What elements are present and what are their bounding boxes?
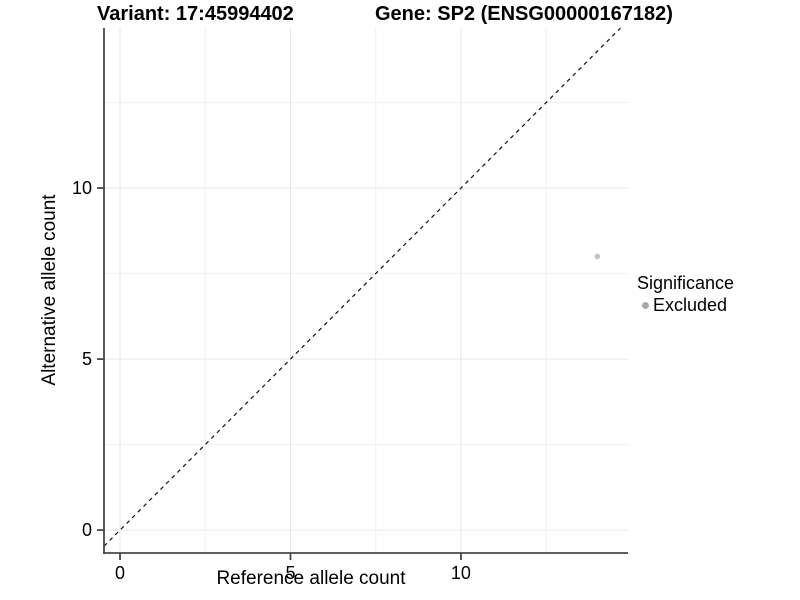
x-tick-label: 5 xyxy=(285,563,295,583)
y-axis-title: Alternative allele count xyxy=(39,194,60,386)
legend-title: Significance xyxy=(637,273,735,293)
legend-entry-label: Excluded xyxy=(653,295,728,315)
gene-title: Gene: SP2 (ENSG00000167182) xyxy=(375,3,673,25)
data-point xyxy=(594,253,601,260)
legend-entry-excluded: Excluded xyxy=(637,295,734,316)
legend: Significance Excluded xyxy=(637,273,734,316)
x-tick-label: 10 xyxy=(451,563,471,583)
x-tick-label: 0 xyxy=(115,563,125,583)
variant-title: Variant: 17:45994402 xyxy=(97,3,294,25)
y-tick-label: 10 xyxy=(72,178,92,198)
identity-line xyxy=(103,27,621,547)
excluded-marker-icon xyxy=(642,302,649,309)
x-axis-title: Reference allele count xyxy=(216,568,406,589)
y-tick-label: 5 xyxy=(82,349,92,369)
y-tick-label: 0 xyxy=(82,520,92,540)
